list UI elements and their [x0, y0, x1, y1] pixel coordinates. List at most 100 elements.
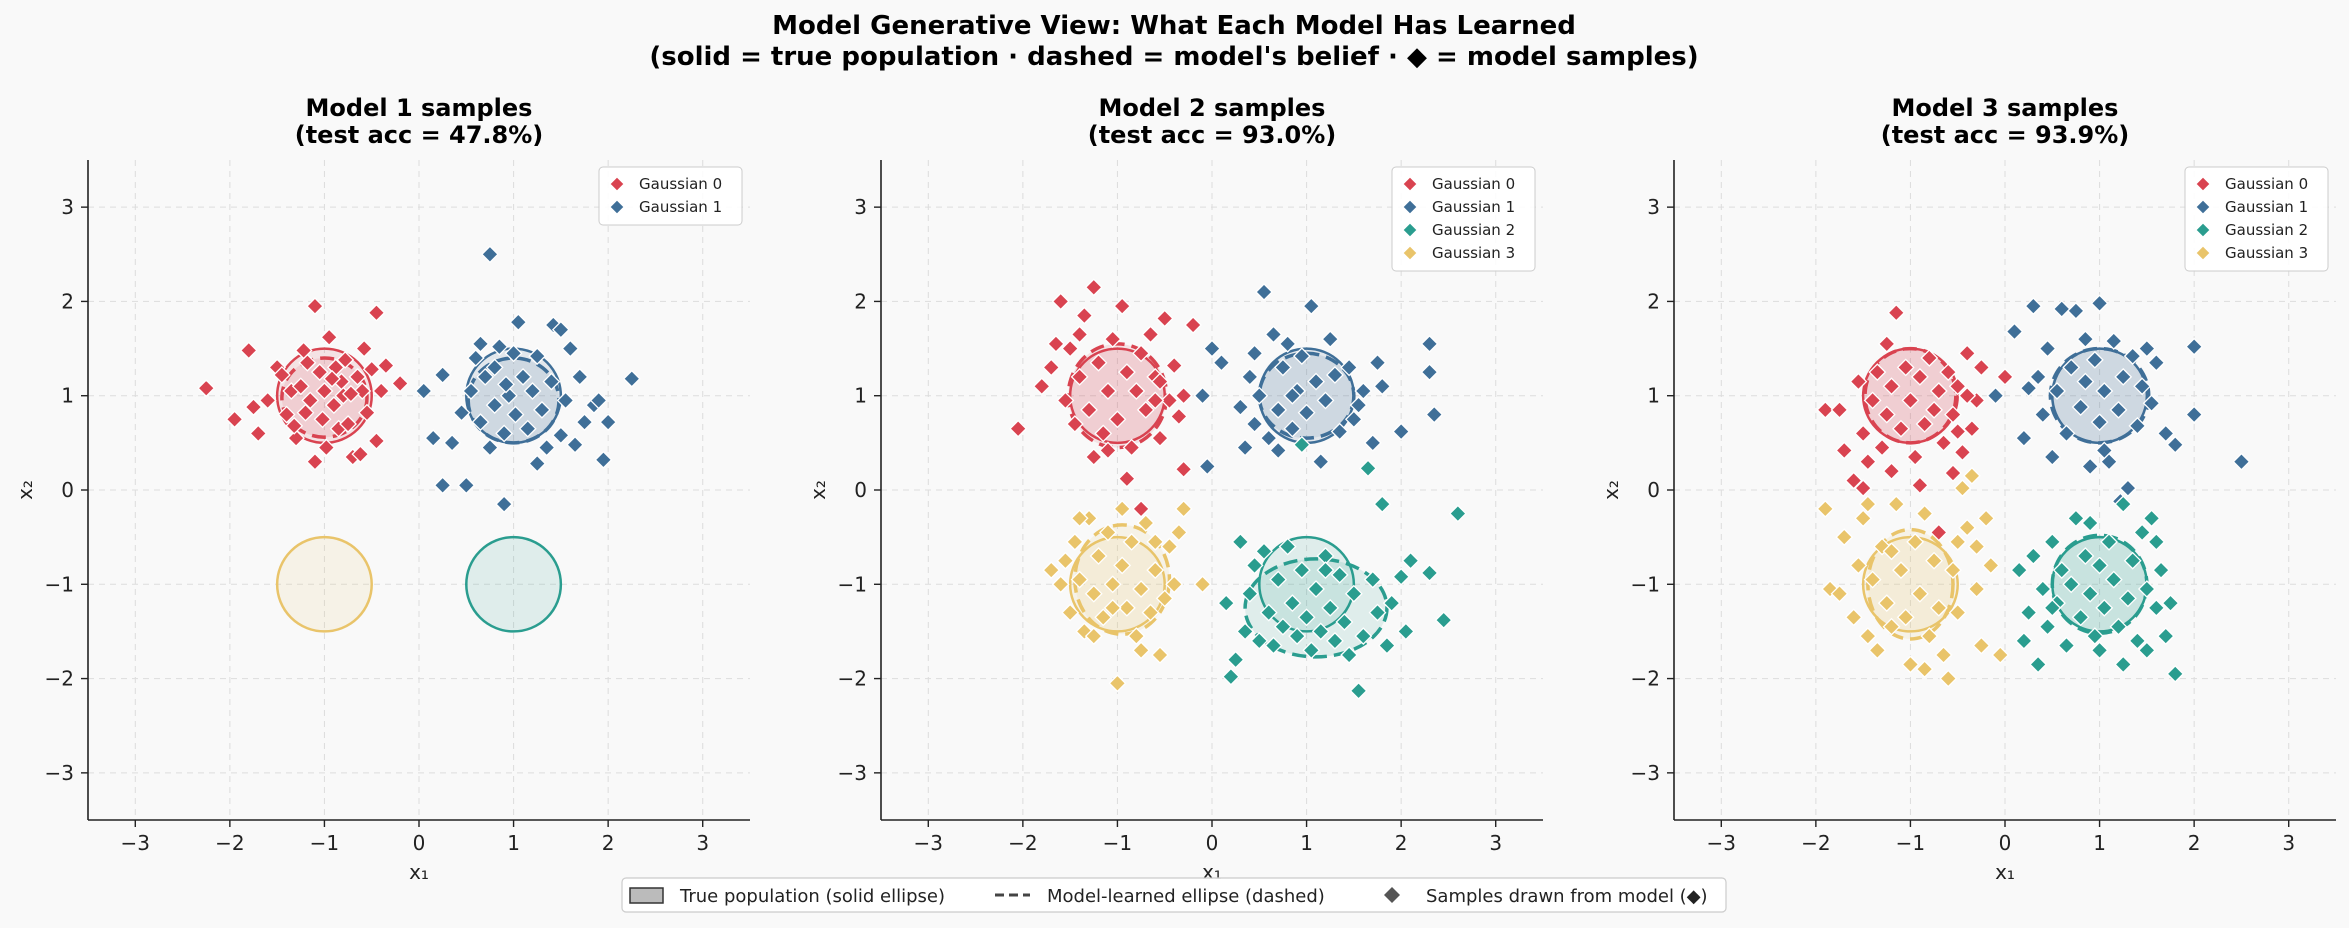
legend-marker	[1402, 222, 1418, 238]
sample-point	[2123, 551, 2142, 570]
sample-point	[2152, 561, 2170, 580]
sample-point	[1910, 367, 1929, 386]
sample-point	[1321, 598, 1340, 617]
sample-point	[476, 367, 495, 386]
sample-point	[1863, 570, 1882, 589]
sample-point	[1122, 532, 1141, 551]
sample-point	[1368, 603, 1387, 622]
sample-point	[2114, 655, 2133, 674]
sample-point	[1032, 377, 1051, 396]
sample-point	[376, 356, 395, 375]
figure-title-line2: (solid = true population · dashed = mode…	[649, 42, 1698, 72]
sample-point	[1009, 419, 1028, 438]
sample-point	[566, 435, 584, 454]
sample-point	[471, 334, 490, 353]
sample-point	[1915, 415, 1934, 433]
sample-point	[1236, 438, 1255, 457]
sample-point	[1221, 667, 1240, 686]
sample-point	[197, 379, 216, 398]
sample-point	[1047, 334, 1065, 353]
sample-point	[457, 476, 476, 495]
sample-point	[336, 350, 355, 369]
sample-point	[1844, 471, 1863, 490]
sample-point	[1141, 603, 1160, 622]
y-axis-label: x₂	[13, 480, 37, 500]
sample-point	[1316, 391, 1335, 410]
sample-point	[622, 369, 641, 388]
panel-model-1: Model 1 samples (test acc = 47.8%) −3 −2−…	[13, 94, 750, 884]
sample-point	[339, 415, 357, 433]
sample-point	[2085, 350, 2104, 369]
sample-point	[1056, 551, 1075, 570]
sample-point	[495, 495, 514, 514]
sample-point	[1292, 435, 1311, 454]
sample-point	[1330, 422, 1349, 441]
sample-point	[1099, 523, 1117, 542]
sample-point	[2142, 394, 2161, 413]
sample-point	[1378, 636, 1396, 655]
sample-point	[2156, 627, 2175, 646]
sample-point	[1939, 363, 1958, 382]
sample-point	[2137, 641, 2156, 660]
sample-point	[348, 367, 367, 386]
sample-point	[1292, 347, 1311, 366]
sample-point	[1354, 627, 1373, 646]
sample-point	[249, 424, 268, 443]
sample-point	[1882, 617, 1901, 636]
sample-point	[1151, 429, 1169, 448]
sample-point	[471, 413, 490, 432]
sample-point	[1084, 584, 1103, 603]
x-tick-label: 2	[602, 831, 615, 855]
y-tick-label: −1	[1631, 572, 1660, 596]
sample-point	[2043, 532, 2062, 551]
sample-point	[277, 405, 296, 424]
sample-point	[244, 398, 263, 416]
sample-point	[1084, 448, 1103, 466]
sample-point	[1392, 422, 1411, 441]
sample-point	[1245, 344, 1264, 363]
sample-point	[1934, 646, 1953, 664]
sample-point	[1868, 641, 1887, 660]
sample-point	[2057, 424, 2076, 443]
grid	[88, 160, 750, 820]
sample-point	[2005, 322, 2024, 341]
sample-point	[556, 391, 575, 410]
sample-point	[2104, 332, 2123, 350]
sample-point	[272, 366, 291, 384]
sample-point	[499, 386, 518, 405]
legend-marker	[1402, 245, 1418, 261]
sample-point	[367, 432, 386, 450]
sample-point	[1316, 561, 1335, 580]
sample-point	[1816, 400, 1835, 419]
y-tick-label: −3	[838, 761, 867, 785]
sample-point	[1212, 353, 1231, 372]
sample-point	[589, 391, 608, 410]
x-tick-label: 1	[507, 831, 520, 855]
sample-point	[599, 413, 618, 432]
panel-title-line2: (test acc = 93.9%)	[1881, 121, 2130, 149]
samples-label: Samples drawn from model (◆)	[1426, 886, 1708, 907]
sample-point	[1255, 283, 1273, 301]
sample-point	[1136, 514, 1155, 532]
sample-point	[1089, 353, 1108, 372]
sample-point	[1075, 306, 1094, 325]
sample-point	[1288, 627, 1307, 646]
sample-point	[1887, 303, 1906, 322]
legend: Gaussian 0 Gaussian 1 Gaussian 2 Gaussian 3	[1391, 166, 1536, 272]
sample-point	[1326, 631, 1344, 650]
legend-frame	[2184, 166, 2329, 272]
true-population-ellipses	[275, 347, 563, 633]
sample-point	[424, 429, 443, 448]
sample-point	[1108, 410, 1127, 429]
sample-point	[1892, 561, 1910, 580]
sample-point	[2185, 405, 2204, 424]
sample-point	[514, 367, 532, 386]
model-ellipse-label: Model-learned ellipse (dashed)	[1047, 886, 1325, 907]
sample-point	[1915, 660, 1934, 679]
x-tick-label: 3	[1489, 831, 1502, 855]
sample-point	[324, 396, 343, 415]
sample-point	[1363, 433, 1382, 452]
sample-points	[1009, 278, 1467, 700]
y-tick-label: −2	[45, 667, 74, 691]
sample-point	[1117, 363, 1136, 382]
